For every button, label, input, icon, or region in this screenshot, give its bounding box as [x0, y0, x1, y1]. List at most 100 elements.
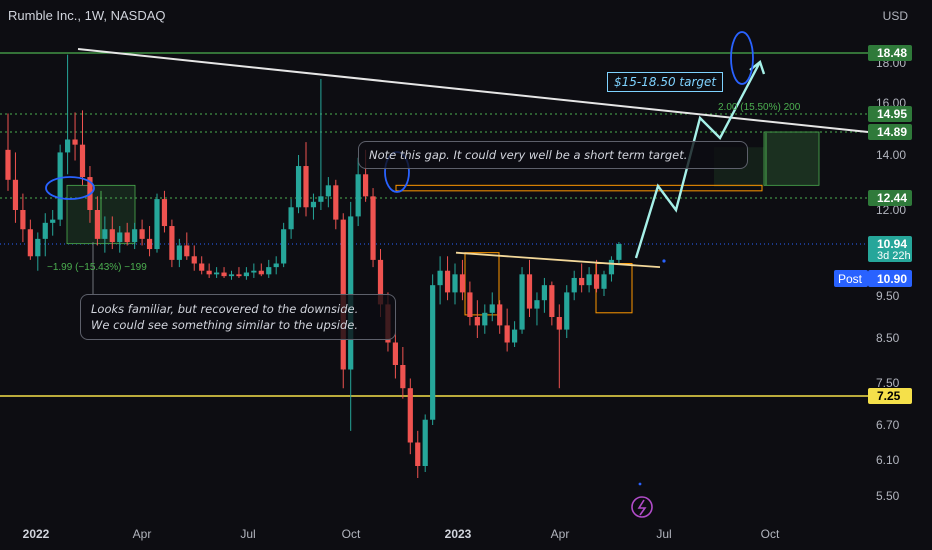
candle-body — [124, 232, 130, 243]
candle-body — [541, 285, 547, 301]
trendline-neckline — [455, 251, 661, 269]
measure-zone-right — [763, 131, 820, 186]
measure-left-label: −1.99 (−15.43%) −199 — [47, 262, 147, 273]
familiar-note-line1: Looks familiar, but recovered to the dow… — [91, 302, 359, 316]
candle-body — [437, 270, 443, 286]
candle-body — [146, 238, 153, 250]
candle-body — [214, 272, 220, 275]
gap-box — [395, 184, 763, 192]
candle-body — [400, 365, 406, 389]
highlight-circle — [45, 176, 95, 200]
candle-body — [184, 245, 190, 257]
candle-body — [161, 199, 168, 227]
time-tick: 2023 — [445, 527, 472, 541]
price-tag — [868, 45, 912, 61]
post-value-label: 10.90 — [877, 272, 907, 286]
candle-body — [564, 292, 570, 330]
candle-body — [556, 317, 562, 330]
familiar-note-line2: We could see something similar to the up… — [91, 318, 358, 332]
price-tick: 14.00 — [876, 148, 906, 162]
candle-body — [571, 277, 577, 293]
candle-body — [266, 267, 272, 275]
candle-body — [199, 263, 205, 271]
candle-body — [586, 274, 592, 286]
candle-body — [512, 329, 518, 343]
candle-body — [355, 174, 361, 217]
candle-body — [377, 259, 384, 305]
post-tag — [834, 270, 868, 287]
candle-body — [72, 139, 78, 145]
candle-body — [42, 222, 48, 239]
candle-body — [303, 166, 309, 208]
price-tag — [868, 236, 912, 262]
post-tag-label: Post — [838, 272, 863, 286]
candle-body — [392, 342, 398, 365]
time-tick: 2022 — [23, 527, 50, 541]
familiar-note[interactable]: Looks familiar, but recovered to the dow… — [80, 294, 396, 340]
price-tick: 9.50 — [876, 289, 900, 303]
candle-body — [422, 419, 428, 466]
candle-body — [504, 325, 510, 343]
post-value-tag — [868, 270, 912, 287]
candle-body — [519, 274, 525, 330]
price-tag — [868, 106, 912, 122]
candle-body — [579, 277, 585, 286]
candle-body — [79, 144, 86, 178]
price-tag — [868, 190, 912, 206]
candle-body — [474, 317, 480, 326]
candle-body — [325, 185, 331, 197]
candle-body — [333, 185, 339, 220]
candle-body — [288, 207, 294, 230]
time-tick: Apr — [551, 527, 570, 541]
price-tag-label: 14.89 — [877, 125, 907, 139]
candle-body — [169, 226, 175, 260]
price-tick: 6.10 — [876, 453, 900, 467]
time-tick: Oct — [761, 527, 780, 541]
candle-body — [57, 152, 63, 220]
candle-body — [310, 201, 317, 208]
projection-arrowhead — [749, 59, 766, 75]
candle-body — [236, 274, 242, 277]
time-tick: Jul — [240, 527, 255, 541]
candle-body — [407, 388, 413, 443]
time-tick: Jul — [656, 527, 671, 541]
candle-body — [109, 229, 115, 243]
candle-body — [243, 272, 249, 277]
candle-body — [94, 210, 100, 239]
candle-body — [206, 270, 212, 275]
candle-body — [497, 304, 503, 326]
currency-label[interactable]: USD — [882, 9, 908, 23]
gap-note[interactable]: Note this gap. It could very well be a s… — [358, 141, 748, 169]
price-tick: 12.00 — [876, 203, 906, 217]
marker-dot — [662, 259, 666, 263]
price-tag — [868, 388, 912, 404]
candle-body — [251, 270, 257, 273]
candle-body — [593, 274, 600, 289]
price-tick: 8.50 — [876, 331, 900, 345]
candle-body — [526, 274, 533, 309]
candle-body — [452, 274, 458, 293]
price-tick: 7.50 — [876, 376, 900, 390]
event-icon — [631, 496, 653, 518]
candle-body — [616, 244, 622, 260]
target-label[interactable]: $15-18.50 target — [607, 72, 724, 92]
candle-body — [482, 312, 488, 326]
price-tag-label: 18.48 — [877, 46, 907, 60]
candle-body — [20, 210, 26, 230]
candle-body — [430, 285, 436, 420]
candle-body — [273, 263, 279, 268]
price-tick: 6.70 — [876, 418, 900, 432]
symbol-title[interactable]: Rumble Inc., 1W, NASDAQ — [8, 8, 166, 23]
candle-body — [318, 196, 324, 202]
candle-body — [467, 292, 473, 317]
candle-body — [295, 166, 302, 208]
candle-body — [154, 199, 160, 250]
candle-body — [348, 216, 354, 370]
gap-note-text: Note this gap. It could very well be a s… — [369, 148, 688, 162]
time-tick: Oct — [342, 527, 361, 541]
measure-right-label: 2.00 (15.50%) 200 — [718, 102, 801, 113]
candle-body — [459, 274, 466, 293]
marker-dot — [638, 482, 642, 486]
